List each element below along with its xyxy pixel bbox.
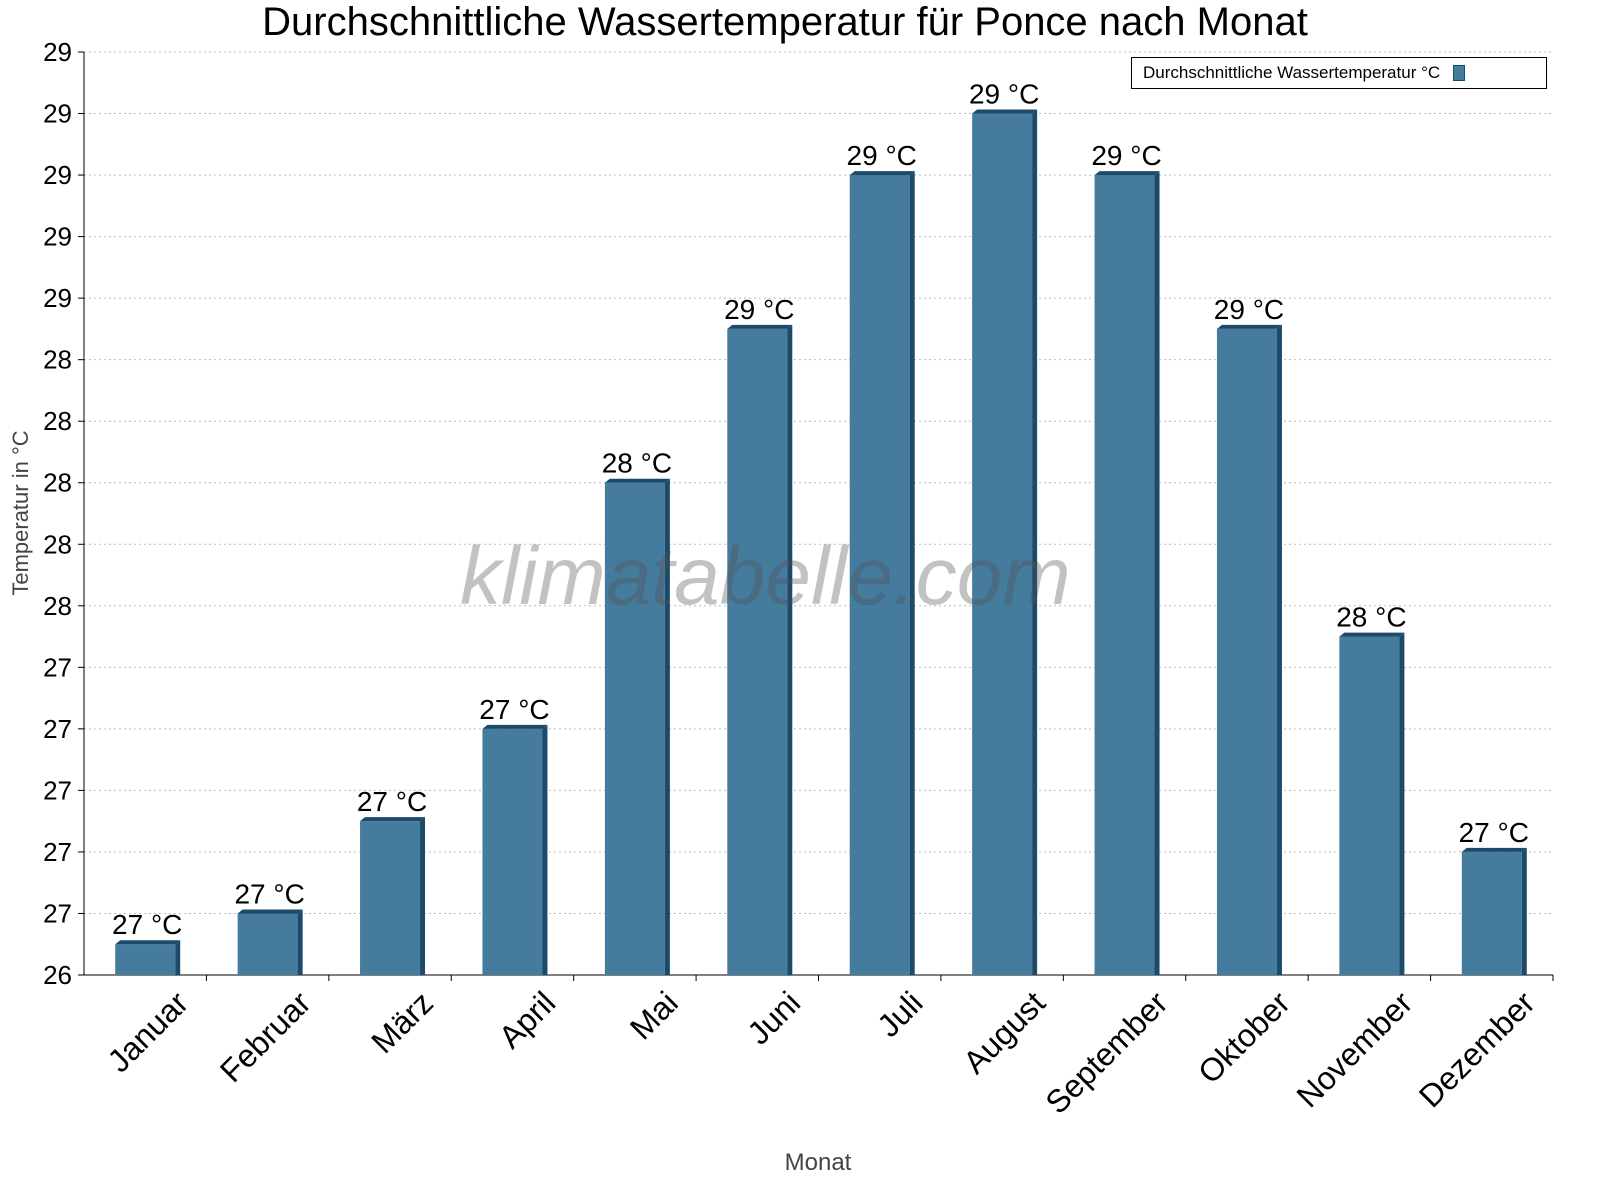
bar [1216, 328, 1277, 975]
x-tick-label: September [1038, 984, 1174, 1120]
x-tick-label: Januar [101, 984, 196, 1079]
data-label: 27 °C [479, 694, 549, 725]
bar [849, 175, 910, 976]
y-tick-label: 27 [43, 898, 72, 928]
bar-side [420, 817, 426, 975]
bar-side [1521, 847, 1527, 975]
y-tick-label: 27 [43, 652, 72, 682]
bar [727, 328, 788, 975]
data-label: 29 °C [724, 294, 794, 325]
bar-top [849, 171, 915, 176]
data-label: 28 °C [602, 448, 672, 479]
bar-side [297, 909, 303, 975]
watermark: klimatabelle.com [460, 531, 1071, 622]
bar-top [115, 940, 181, 945]
x-tick-label: Dezember [1412, 984, 1542, 1114]
x-tick-label: November [1289, 984, 1419, 1114]
y-tick-label: 29 [43, 222, 72, 252]
y-tick-label: 29 [43, 37, 72, 67]
bar-top [237, 909, 303, 914]
x-tick-label: Mai [623, 984, 685, 1046]
bar [604, 482, 665, 975]
bar-top [1216, 324, 1282, 329]
bar-top [1461, 847, 1527, 852]
y-tick-label: 29 [43, 160, 72, 190]
x-tick-label: Juni [740, 984, 807, 1051]
bar [237, 913, 298, 975]
bar-top [727, 324, 793, 329]
bar-side [909, 171, 915, 976]
bar-side [175, 940, 181, 975]
bar-side [787, 324, 793, 975]
data-label: 29 °C [847, 140, 917, 171]
chart-title: Durchschnittliche Wassertemperatur für P… [262, 0, 1308, 44]
bar-side [1154, 171, 1160, 976]
data-label: 27 °C [112, 909, 182, 940]
y-tick-label: 27 [43, 714, 72, 744]
y-tick-label: 27 [43, 837, 72, 867]
x-axis-label: Monat [785, 1149, 852, 1176]
bar [1339, 636, 1400, 975]
bar-side [542, 724, 548, 975]
bar-side [664, 478, 670, 975]
bar-top [1339, 632, 1405, 637]
x-tick-label: Juli [870, 984, 929, 1043]
data-label: 29 °C [969, 79, 1039, 110]
legend-label: Durchschnittliche Wassertemperatur °C [1143, 63, 1441, 82]
bar-top [972, 109, 1038, 114]
legend-swatch [1453, 65, 1466, 81]
x-tick-label: April [492, 984, 563, 1055]
bar-top [604, 478, 670, 483]
bar [972, 113, 1033, 976]
bar [482, 728, 543, 975]
bar-side [1276, 324, 1282, 975]
bar-top [1094, 171, 1160, 176]
y-tick-label: 26 [43, 960, 72, 990]
y-tick-label: 28 [43, 468, 72, 498]
data-label: 27 °C [1459, 817, 1529, 848]
data-label: 27 °C [234, 878, 304, 909]
y-tick-label: 28 [43, 345, 72, 375]
bar [1461, 851, 1522, 975]
y-tick-label: 28 [43, 406, 72, 436]
data-label: 29 °C [1214, 294, 1284, 325]
legend: Durchschnittliche Wassertemperatur °C [1131, 57, 1547, 89]
y-tick-label: 29 [43, 99, 72, 129]
data-label: 28 °C [1336, 602, 1406, 633]
y-tick-label: 28 [43, 529, 72, 559]
bar-top [360, 817, 426, 822]
y-tick-label: 28 [43, 591, 72, 621]
bar-side [1399, 632, 1405, 975]
bar-side [1032, 109, 1038, 976]
data-label: 29 °C [1091, 140, 1161, 171]
y-tick-label: 29 [43, 283, 72, 313]
x-tick-label: August [956, 984, 1052, 1080]
bar [1094, 175, 1155, 976]
y-axis-label: Temperatur in °C [8, 430, 33, 595]
bar [115, 944, 176, 975]
x-tick-label: März [364, 984, 440, 1060]
bar-top [482, 724, 548, 729]
data-label: 27 °C [357, 786, 427, 817]
x-tick-label: Oktober [1191, 984, 1297, 1090]
y-tick-label: 27 [43, 775, 72, 805]
x-tick-label: Februar [213, 984, 318, 1089]
bar [360, 821, 421, 975]
